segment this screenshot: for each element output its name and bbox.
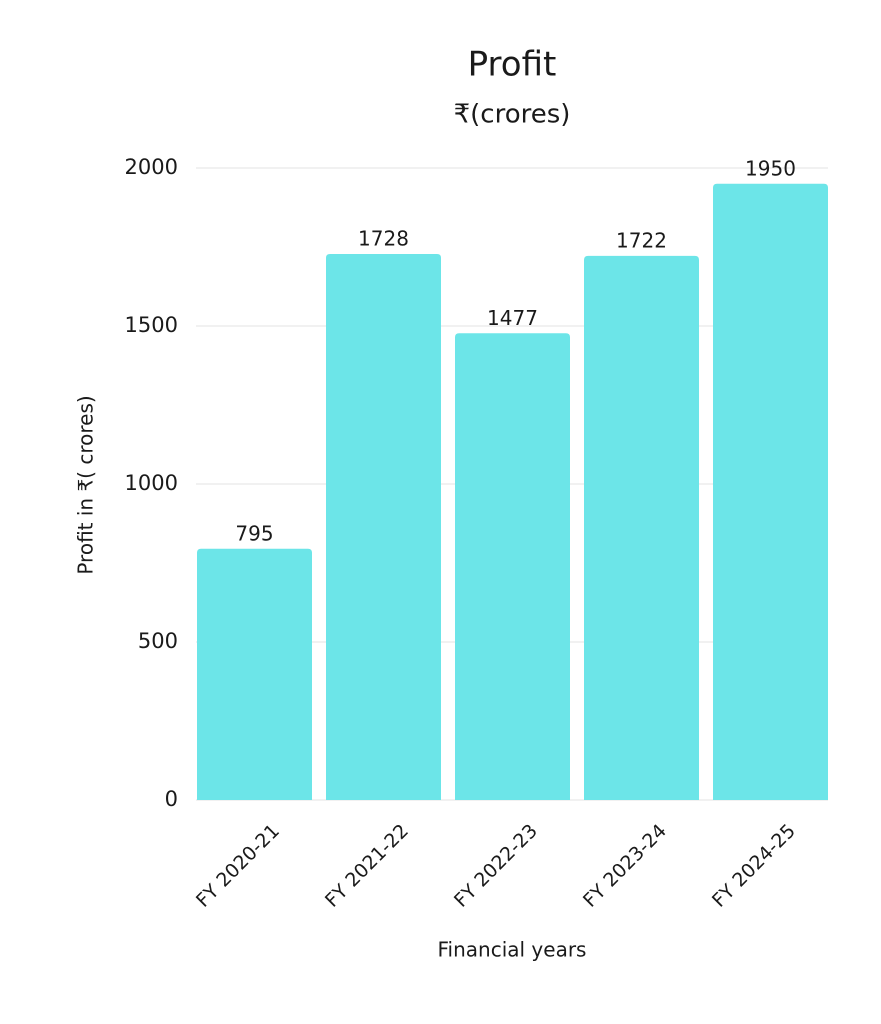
x-tick-label: FY 2022-23	[450, 820, 542, 912]
bar	[326, 253, 441, 800]
y-tick-label: 1000	[125, 471, 178, 495]
bar	[197, 548, 312, 800]
y-tick-label: 2000	[125, 155, 178, 179]
x-tick-label: FY 2021-22	[321, 820, 413, 912]
value-label: 795	[235, 521, 273, 545]
value-label: 1722	[616, 228, 667, 252]
x-tick-label: FY 2024-25	[708, 820, 800, 912]
y-tick-label: 500	[138, 629, 178, 653]
y-tick-label: 1500	[125, 313, 178, 337]
bar	[713, 183, 828, 801]
chart-title: Profit	[468, 45, 557, 85]
chart-subtitle: ₹(crores)	[454, 100, 571, 130]
y-axis-title: Profit in ₹( crores)	[74, 395, 98, 574]
x-axis-title: Financial years	[438, 938, 587, 962]
value-label: 1477	[487, 306, 538, 330]
bar	[584, 255, 699, 800]
x-tick-label: FY 2020-21	[192, 820, 284, 912]
value-label: 1728	[358, 226, 409, 250]
y-tick-label: 0	[165, 787, 178, 811]
bar	[455, 333, 570, 800]
x-tick-label: FY 2023-24	[579, 820, 671, 912]
value-label: 1950	[745, 156, 796, 180]
